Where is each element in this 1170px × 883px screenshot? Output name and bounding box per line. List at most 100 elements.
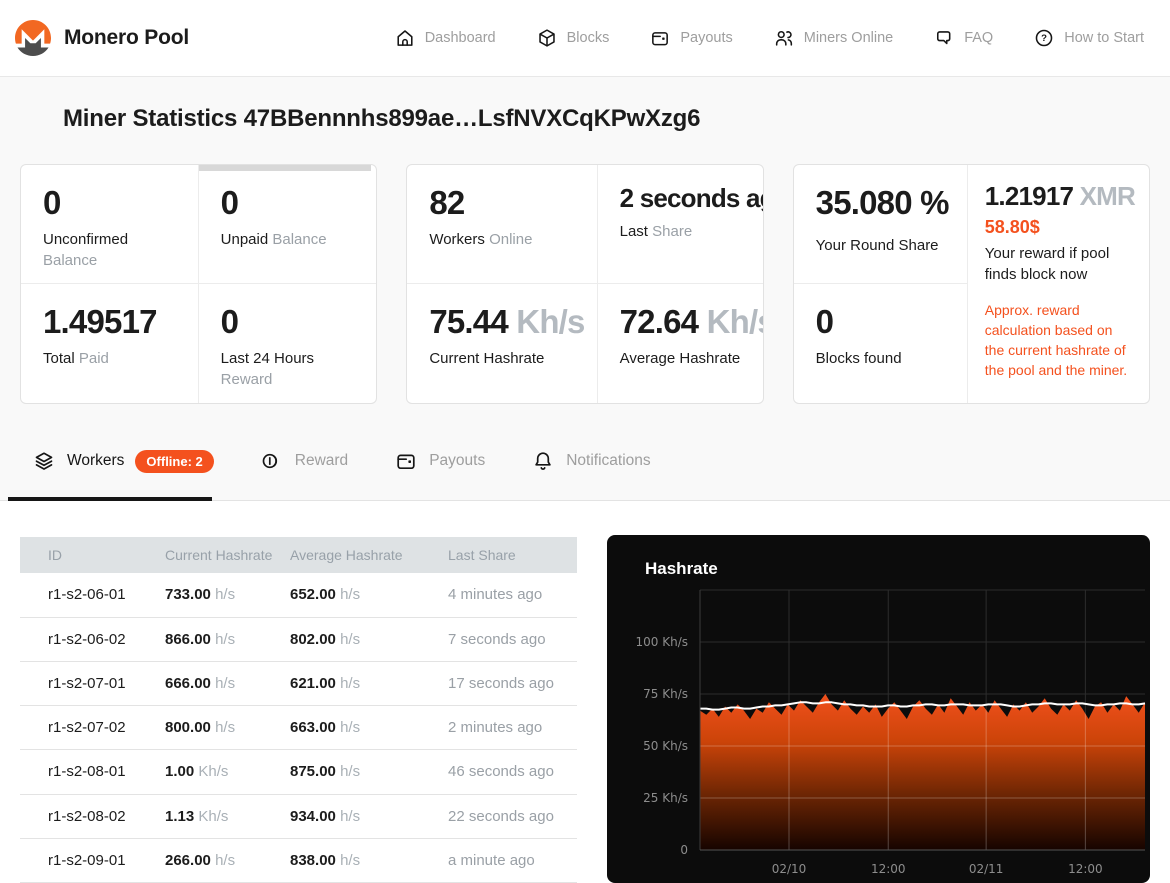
table-header-row: ID Current Hashrate Average Hashrate Las… [20, 537, 577, 573]
offline-count-badge: Offline: 2 [135, 449, 214, 473]
stat-cell-unconfirmed-balance: 0 Unconfirmed Balance [21, 165, 199, 284]
header-last-share: Last Share [448, 537, 577, 573]
current-hashrate-cell: 1.00 Kh/s [165, 749, 290, 795]
tab-bar: Workers Offline: 2 Reward Payouts Notifi… [32, 438, 1170, 484]
reward-caption: Your reward if pool finds block now [984, 244, 1110, 283]
stat-label: Your Round Share [815, 237, 939, 255]
svg-text:25 Kh/s: 25 Kh/s [643, 791, 688, 805]
header-average-hashrate: Average Hashrate [290, 537, 448, 573]
stat-value: 0 [220, 184, 239, 221]
tab-reward[interactable]: Reward [260, 449, 348, 473]
worker-id-cell: r1-s2-06-01 [20, 573, 165, 618]
worker-id-cell: r1-s2-06-02 [20, 617, 165, 662]
average-hashrate-cell: 652.00 h/s [290, 573, 448, 618]
people-icon [775, 30, 792, 46]
last-share-cell: 22 seconds ago [448, 794, 577, 839]
chart-title: Hashrate [645, 559, 718, 578]
brand[interactable]: Monero Pool [14, 19, 189, 57]
worker-id-cell: r1-s2-09-01 [20, 838, 165, 883]
nav-item-dashboard[interactable]: Dashboard [394, 27, 496, 49]
stat-label: Workers [429, 231, 485, 249]
stat-cell-average-hashrate: 72.64 Kh/s Average Hashrate [598, 284, 763, 403]
main-nav: Dashboard Blocks Payouts Miners Online F… [394, 27, 1144, 49]
average-hashrate-cell: 663.00 h/s [290, 705, 448, 751]
stat-value: 1.49517 [43, 303, 157, 340]
help-circle-icon: ? [1035, 29, 1053, 47]
header-id: ID [20, 537, 165, 573]
tab-workers[interactable]: Workers Offline: 2 [32, 449, 214, 473]
nav-item-payouts[interactable]: Payouts [649, 27, 733, 49]
average-hashrate-cell: 838.00 h/s [290, 838, 448, 883]
current-hashrate-cell: 733.00 h/s [165, 573, 290, 618]
svg-text:12:00: 12:00 [1068, 862, 1103, 876]
svg-text:75 Kh/s: 75 Kh/s [643, 687, 688, 701]
main-content: ID Current Hashrate Average Hashrate Las… [0, 501, 1170, 883]
current-hashrate-cell: 1.13 Kh/s [165, 794, 290, 839]
current-hashrate-cell: 866.00 h/s [165, 617, 290, 662]
stat-value: 35.080 % [815, 184, 950, 221]
svg-text:12:00: 12:00 [871, 862, 906, 876]
nav-item-how-to-start[interactable]: ? How to Start [1033, 27, 1144, 49]
stat-label: Total [43, 350, 75, 368]
home-icon [397, 30, 413, 46]
top-nav: Monero Pool Dashboard Blocks Payouts Min… [0, 0, 1170, 77]
worker-id-cell: r1-s2-08-02 [20, 794, 165, 839]
table-row: r1-s2-08-01 1.00 Kh/s 875.00 h/s 46 seconds… [20, 749, 577, 795]
worker-id-cell: r1-s2-07-02 [20, 705, 165, 751]
tab-notifications[interactable]: Notifications [531, 449, 651, 473]
stat-label: Unpaid [220, 231, 269, 249]
header-current-hashrate: Current Hashrate [165, 537, 290, 573]
stat-value: 0 [220, 303, 239, 340]
last-share-cell: 4 minutes ago [448, 573, 577, 618]
stat-label: Current Hashrate [429, 350, 545, 368]
nav-item-blocks[interactable]: Blocks [536, 27, 609, 49]
bell-icon [535, 452, 551, 470]
stat-card-hashrate: 82 Workers Online 2 seconds ago Last Sha… [406, 164, 764, 404]
workers-table: ID Current Hashrate Average Hashrate Las… [20, 537, 577, 883]
average-hashrate-cell: 875.00 h/s [290, 749, 448, 795]
monero-logo-icon [14, 19, 52, 57]
hashrate-chart[interactable]: 100 Kh/s 75 Kh/s 50 Kh/s 25 Kh/s 0 02/10 12:0… [607, 535, 1150, 883]
stat-label: Unconfirmed [43, 231, 129, 249]
svg-text:02/10: 02/10 [772, 862, 807, 876]
coins-icon [262, 453, 277, 469]
svg-text:100 Kh/s: 100 Kh/s [636, 635, 689, 649]
stat-value: 72.64 Kh/s [619, 303, 763, 340]
stat-label: Last [619, 222, 648, 240]
tab-payouts[interactable]: Payouts [394, 449, 485, 473]
nav-item-miners-online[interactable]: Miners Online [773, 27, 893, 49]
svg-text:02/11: 02/11 [969, 862, 1004, 876]
stat-label: Last 24 Hours [220, 350, 315, 368]
hashrate-chart-card: Hashrate 100 Kh/s 75 Kh/s 50 Kh/s 25 Kh/s 0 … [607, 535, 1150, 883]
stat-cell-last-share: 2 seconds ago Last Share [597, 165, 763, 284]
worker-id-cell: r1-s2-07-01 [20, 661, 165, 707]
cube-icon [538, 29, 555, 47]
stat-cards-row: 0 Unconfirmed Balance 0 Unpaid Balance 1… [20, 164, 1150, 404]
stat-cell-workers-online: 82 Workers Online [407, 165, 598, 284]
last-share-cell: 17 seconds ago [448, 661, 577, 707]
stat-cell-reward-if-block: 1.21917 XMR 58.80$ Your reward if pool f… [966, 165, 1149, 403]
table-row: r1-s2-07-02 800.00 h/s 663.00 h/s 2 minutes… [20, 705, 577, 751]
worker-id-cell: r1-s2-08-01 [20, 749, 165, 795]
average-hashrate-cell: 621.00 h/s [290, 661, 448, 707]
stat-cell-last-24h-reward: 0 Last 24 Hours Reward [199, 284, 377, 403]
active-tab-underline [8, 497, 212, 501]
stat-card-reward: 35.080 % Your Round Share 1.21917 XMR 58… [792, 164, 1150, 404]
stat-cell-current-hashrate: 75.44 Kh/s Current Hashrate [407, 284, 598, 403]
current-hashrate-cell: 800.00 h/s [165, 705, 290, 751]
wallet-icon [397, 454, 415, 470]
last-share-cell: a minute ago [448, 838, 577, 883]
last-share-cell: 2 minutes ago [448, 705, 577, 751]
stat-cell-round-share: 35.080 % Your Round Share [793, 165, 967, 284]
average-hashrate-cell: 934.00 h/s [290, 794, 448, 839]
layers-icon [35, 452, 53, 470]
svg-text:0: 0 [680, 843, 688, 857]
miner-stats-section: Miner Statistics 47BBennnhs899ae…LsfNVXC… [0, 77, 1170, 501]
reward-note: Approx. reward calculation based on the … [984, 301, 1128, 378]
table-row: r1-s2-07-01 666.00 h/s 621.00 h/s 17 second… [20, 661, 577, 707]
stat-cell-unpaid-balance: 0 Unpaid Balance [198, 165, 377, 284]
stat-value: 0 [815, 303, 834, 340]
stat-value: 82 [429, 184, 465, 221]
wallet-icon [652, 32, 669, 46]
nav-item-faq[interactable]: FAQ [933, 27, 993, 49]
